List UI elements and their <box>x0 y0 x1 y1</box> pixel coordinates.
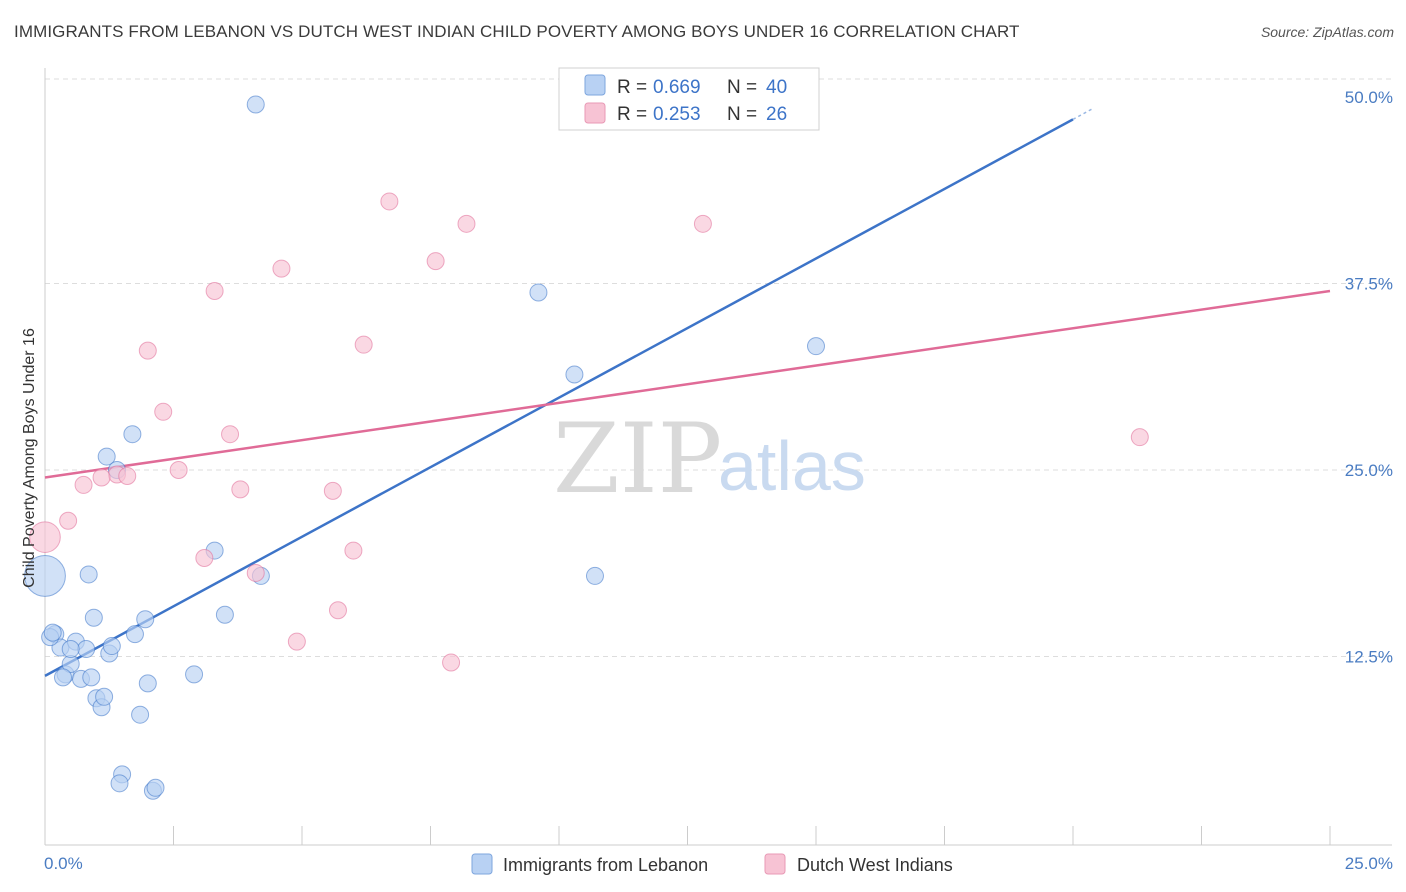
point-dutch-west-indians <box>74 475 93 494</box>
point-dutch-west-indians <box>287 632 306 651</box>
point-dutch-west-indians <box>169 461 188 479</box>
point-lebanon <box>77 640 96 659</box>
legend-n-value-2: 26 <box>766 104 787 125</box>
point-lebanon <box>529 283 548 302</box>
y-tick-label: 25.0% <box>1345 461 1393 480</box>
source-credit: Source: ZipAtlas.com <box>1260 24 1394 40</box>
point-dutch-west-indians <box>154 402 173 421</box>
point-lebanon <box>110 774 129 793</box>
point-dutch-west-indians <box>221 425 240 444</box>
series-swatch-lebanon <box>471 853 493 875</box>
tick-labels: 12.5% 25.0% 37.5% 50.0% 0.0% 25.0% <box>44 88 1393 873</box>
point-lebanon <box>84 608 103 627</box>
point-dutch-west-indians <box>457 214 476 233</box>
point-lebanon <box>53 668 72 687</box>
trend-line-lebanon <box>44 118 1074 677</box>
legend-r-label-1: R = <box>617 77 647 98</box>
legend-n-label-2: N = <box>727 104 757 125</box>
x-tick-label: 0.0% <box>44 854 83 873</box>
point-dutch-west-indians <box>231 480 250 499</box>
point-lebanon <box>131 705 150 724</box>
y-axis-label: Child Poverty Among Boys Under 16 <box>21 328 38 588</box>
trend-lines <box>44 107 1331 677</box>
point-lebanon <box>138 674 157 693</box>
point-lebanon <box>185 665 204 684</box>
point-dutch-west-indians <box>59 511 78 530</box>
legend-swatch-blue <box>584 74 606 96</box>
point-dutch-west-indians <box>272 259 291 278</box>
point-dutch-west-indians <box>195 549 214 568</box>
legend-n-value-1: 40 <box>766 77 787 98</box>
y-tick-label: 50.0% <box>1345 88 1393 107</box>
point-lebanon <box>95 687 114 706</box>
point-lebanon <box>246 95 265 114</box>
y-tick-label: 37.5% <box>1345 275 1393 294</box>
point-lebanon <box>146 778 165 797</box>
point-lebanon <box>585 566 604 585</box>
legend-r-value-1: 0.669 <box>653 77 701 98</box>
series-label-lebanon: Immigrants from Lebanon <box>503 855 708 875</box>
point-dutch-west-indians <box>354 335 373 354</box>
point-dutch-west-indians <box>323 481 342 500</box>
point-dutch-west-indians <box>92 468 111 487</box>
point-lebanon <box>125 625 144 644</box>
point-dutch-west-indians <box>138 341 157 360</box>
chart-title: IMMIGRANTS FROM LEBANON VS DUTCH WEST IN… <box>14 22 1020 41</box>
point-lebanon <box>565 365 584 384</box>
point-dutch-west-indians <box>693 214 712 233</box>
point-lebanon <box>215 605 234 624</box>
point-lebanon <box>807 337 825 356</box>
series-swatch-dutch-west-indians <box>764 853 786 875</box>
point-lebanon <box>82 668 101 687</box>
point-dutch-west-indians <box>29 521 61 553</box>
watermark-atlas: atlas <box>718 427 866 505</box>
point-dutch-west-indians <box>344 541 363 560</box>
series-legend: Immigrants from Lebanon Dutch West India… <box>471 853 953 875</box>
point-dutch-west-indians <box>205 281 224 300</box>
correlation-legend: R = 0.669 N = 40 R = 0.253 N = 26 <box>558 67 820 131</box>
point-lebanon <box>61 640 80 659</box>
legend-swatch-pink <box>584 102 606 124</box>
point-lebanon <box>102 637 121 656</box>
y-tick-label: 12.5% <box>1345 648 1393 667</box>
legend-r-value-2: 0.253 <box>653 104 701 125</box>
series-label-dutch-west-indians: Dutch West Indians <box>797 855 953 875</box>
point-dutch-west-indians <box>426 252 445 271</box>
point-lebanon <box>79 565 98 584</box>
point-lebanon <box>43 623 62 642</box>
grid-lines <box>45 78 1392 657</box>
point-dutch-west-indians <box>442 653 461 672</box>
point-lebanon <box>97 447 116 466</box>
legend-r-label-2: R = <box>617 104 647 125</box>
legend-n-label-1: N = <box>727 77 757 98</box>
point-lebanon <box>136 610 155 629</box>
watermark-zip: ZIP <box>553 403 722 515</box>
trend-line-dutch-west-indians <box>44 289 1331 479</box>
point-dutch-west-indians <box>328 601 347 620</box>
point-dutch-west-indians <box>380 192 399 211</box>
trend-line-extension <box>1072 107 1094 121</box>
point-dutch-west-indians <box>1130 428 1149 447</box>
data-points <box>24 95 1149 800</box>
point-dutch-west-indians <box>118 466 137 485</box>
point-lebanon <box>24 555 66 597</box>
point-lebanon <box>123 425 142 444</box>
x-tick-label: 25.0% <box>1345 854 1393 873</box>
point-dutch-west-indians <box>246 563 265 582</box>
axes <box>44 68 1392 846</box>
